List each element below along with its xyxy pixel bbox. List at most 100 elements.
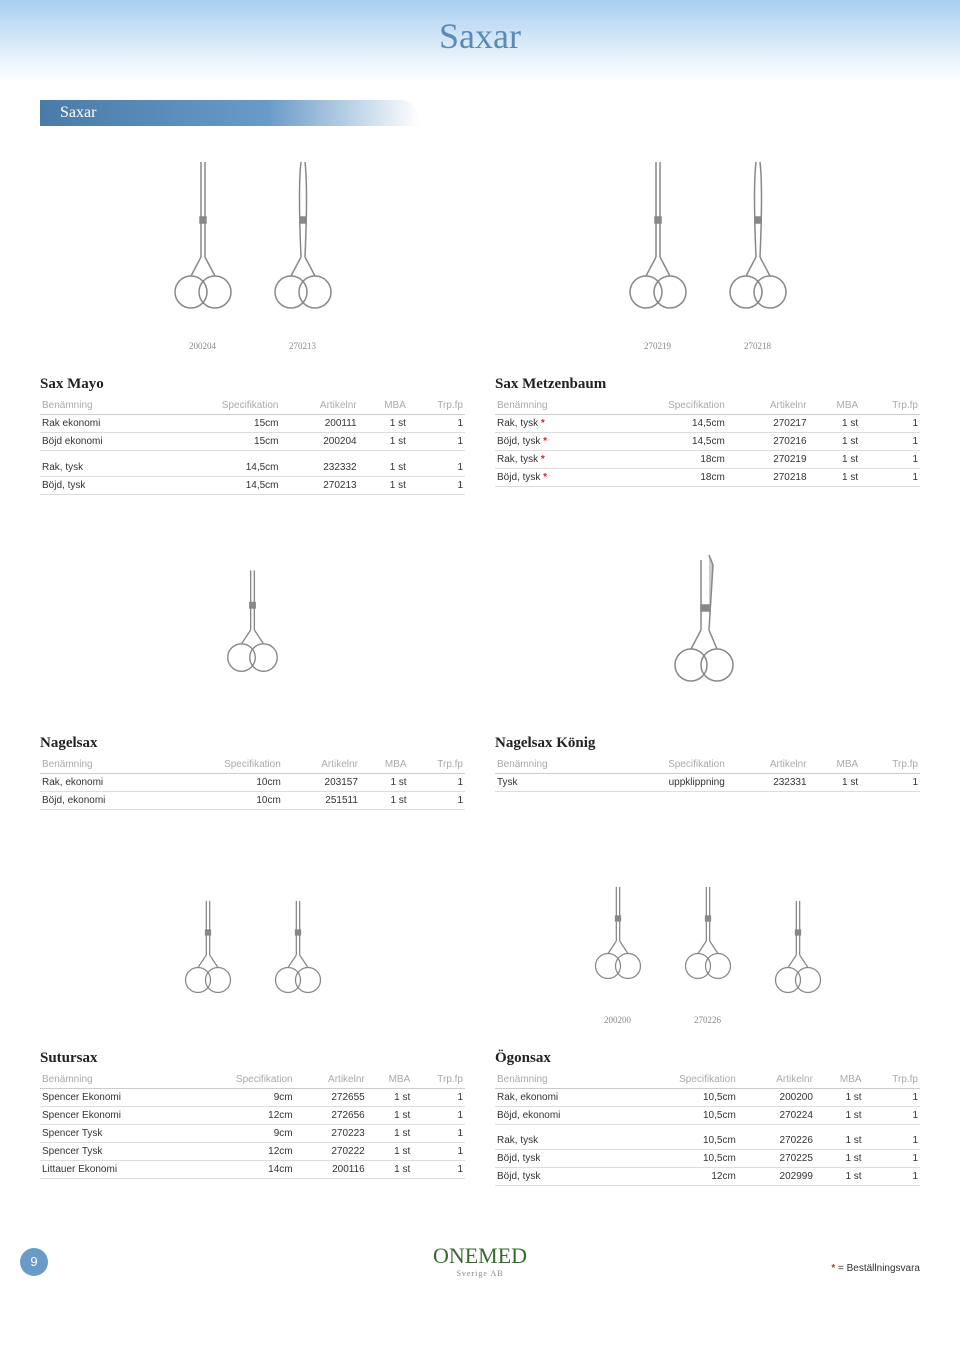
scissors-icon (683, 871, 733, 1011)
table-cell: 232332 (281, 459, 359, 477)
table-cell: 1 st (809, 773, 861, 791)
table-header: Benämning (495, 1071, 623, 1089)
table-cell: Rak, tysk (40, 459, 164, 477)
table-cell: 272656 (295, 1106, 367, 1124)
table-row: Böjd, ekonomi10cm2515111 st1 (40, 791, 465, 809)
image-label: 270226 (683, 1015, 733, 1025)
page-title: Saxar (0, 15, 960, 57)
table-cell: Rak, tysk * (495, 415, 605, 433)
scissors-icon (628, 157, 688, 337)
table-cell: 1 (864, 1088, 920, 1106)
table-header: Benämning (495, 756, 605, 774)
image-row-2-right (495, 510, 920, 710)
table-header: Benämning (40, 397, 164, 415)
table-header: Artikelnr (295, 1071, 367, 1089)
image-row-3-right: 200200 270226 (495, 825, 920, 1025)
table-row: Rak, ekonomi10,5cm2002001 st1 (495, 1088, 920, 1106)
table-cell: Böjd ekonomi (40, 433, 164, 451)
table-cell: Böjd, ekonomi (495, 1106, 623, 1124)
table-header: Trp.fp (860, 756, 920, 774)
table-row: Rak ekonomi15cm2001111 st1 (40, 415, 465, 433)
table-cell: Spencer Tysk (40, 1124, 187, 1142)
table-row: Böjd, tysk12cm2029991 st1 (495, 1168, 920, 1186)
table-row: Tyskuppklippning2323311 st1 (495, 773, 920, 791)
table-row: Rak, ekonomi10cm2031571 st1 (40, 773, 465, 791)
table-cell: 1 st (367, 1106, 413, 1124)
scissors-icon (673, 550, 743, 710)
table-header: MBA (809, 756, 861, 774)
table-title-sax-mayo: Sax Mayo (40, 376, 465, 393)
table-cell: Spencer Tysk (40, 1142, 187, 1160)
table-cell: 1 (408, 415, 465, 433)
table-cell: 1 (860, 415, 920, 433)
table-title-sutursax: Sutursax (40, 1050, 465, 1067)
table-cell: Rak, tysk (495, 1132, 623, 1150)
table-row: Böjd, ekonomi10,5cm2702241 st1 (495, 1106, 920, 1124)
table-row: Rak, tysk14,5cm2323321 st1 (40, 459, 465, 477)
legend-text: = Beställningsvara (835, 1263, 920, 1274)
table-cell: 1 st (815, 1150, 864, 1168)
table-cell: 1 (412, 1088, 465, 1106)
table-cell: 9cm (187, 1088, 295, 1106)
section-tab: Saxar (40, 100, 420, 126)
table-cell: 270225 (738, 1150, 815, 1168)
page-number: 9 (20, 1248, 48, 1276)
table-cell: 200204 (281, 433, 359, 451)
table-sax-metzenbaum: BenämningSpecifikationArtikelnrMBATrp.fp… (495, 397, 920, 487)
table-header: Specifikation (168, 756, 283, 774)
scissors-icon (593, 871, 643, 1011)
table-cell: 1 (412, 1124, 465, 1142)
table-header: Trp.fp (412, 1071, 465, 1089)
table-cell: 12cm (187, 1142, 295, 1160)
table-row: Böjd ekonomi15cm2002041 st1 (40, 433, 465, 451)
table-cell: 1 st (815, 1088, 864, 1106)
table-cell: Littauer Ekonomi (40, 1160, 187, 1178)
table-header: Artikelnr (283, 756, 360, 774)
scissors-icon (273, 157, 333, 337)
table-cell: Spencer Ekonomi (40, 1106, 187, 1124)
table-header: MBA (360, 756, 409, 774)
table-cell: 1 (860, 451, 920, 469)
table-row: Littauer Ekonomi14cm2001161 st1 (40, 1160, 465, 1178)
table-cell: 1 st (367, 1088, 413, 1106)
table-cell: 270218 (727, 469, 809, 487)
table-header: Benämning (495, 397, 605, 415)
image-label: 270219 (628, 341, 688, 351)
table-row: Spencer Ekonomi9cm2726551 st1 (40, 1088, 465, 1106)
table-cell: 14,5cm (164, 476, 281, 494)
table-cell: 202999 (738, 1168, 815, 1186)
table-cell: 1 (412, 1142, 465, 1160)
table-header: Specifikation (187, 1071, 295, 1089)
image-row-2-left (40, 510, 465, 710)
table-header: MBA (809, 397, 861, 415)
table-header: Artikelnr (727, 397, 809, 415)
table-cell: 270216 (727, 433, 809, 451)
table-header: Benämning (40, 1071, 187, 1089)
table-cell: 12cm (623, 1168, 738, 1186)
table-sutursax: BenämningSpecifikationArtikelnrMBATrp.fp… (40, 1071, 465, 1179)
table-cell: 1 st (367, 1124, 413, 1142)
table-cell: 203157 (283, 773, 360, 791)
table-row: Spencer Tysk9cm2702231 st1 (40, 1124, 465, 1142)
table-header: Trp.fp (860, 397, 920, 415)
scissors-icon (273, 885, 323, 1025)
table-cell: Böjd, tysk (40, 476, 164, 494)
table-title-sax-metzenbaum: Sax Metzenbaum (495, 376, 920, 393)
table-cell: 1 st (815, 1106, 864, 1124)
table-cell: Böjd, tysk (495, 1150, 623, 1168)
table-header: Specifikation (164, 397, 281, 415)
table-header: Trp.fp (408, 397, 465, 415)
table-cell: 10cm (168, 791, 283, 809)
table-title-nagelsax-konig: Nagelsax König (495, 735, 920, 752)
image-row-1-left: 200204 270213 (40, 151, 465, 351)
footer: 9 ONEMED Sverige AB * = Beställningsvara (0, 1246, 960, 1286)
table-cell: 270222 (295, 1142, 367, 1160)
table-header: Benämning (40, 756, 168, 774)
brand-name: ONEMED (433, 1243, 527, 1268)
table-cell: 1 (408, 433, 465, 451)
table-cell: Rak, tysk * (495, 451, 605, 469)
table-cell: 14,5cm (605, 433, 727, 451)
scissors-icon (728, 157, 788, 337)
table-cell: 1 (860, 433, 920, 451)
table-row: Rak, tysk *18cm2702191 st1 (495, 451, 920, 469)
